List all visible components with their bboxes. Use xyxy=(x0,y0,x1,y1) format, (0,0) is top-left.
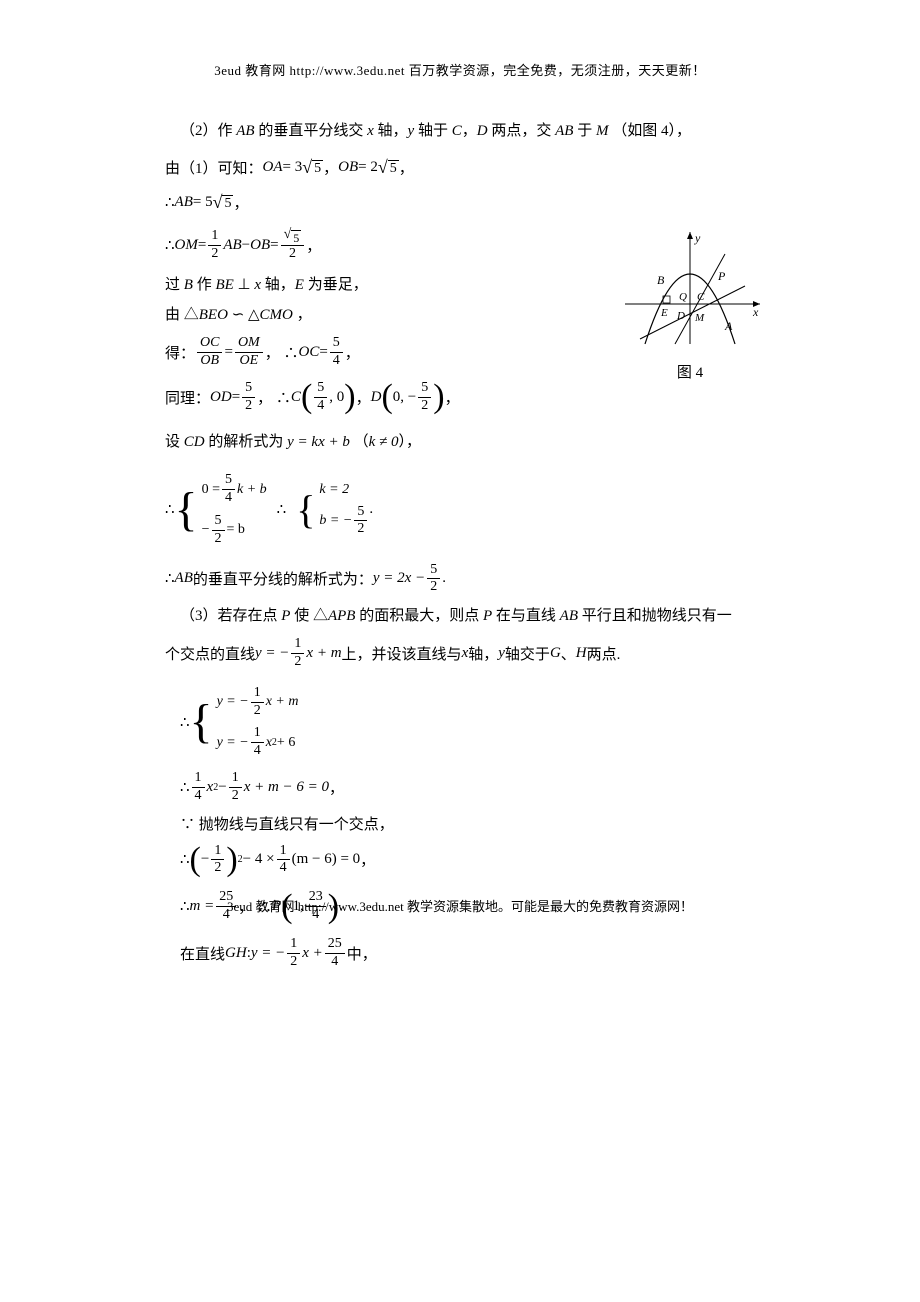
eq-discriminant: ∴ ( − 12 )2 − 4 × 14 (m − 6) = 0 ， xyxy=(165,843,755,878)
svg-text:M: M xyxy=(694,312,705,324)
eq-ab: ∴ AB = 5 √5 ， xyxy=(165,192,755,213)
eq-oa-ob: 由（1）可知： OA = 3 √5 ， OB = 2 √5 ， xyxy=(165,157,755,178)
svg-text:Q: Q xyxy=(679,291,687,303)
eq-gh-line: 在直线 GH : y = − 12 x + 254 中， xyxy=(165,936,755,971)
svg-text:x: x xyxy=(752,305,759,319)
eq-ab-perp-line: ∴ AB 的垂直平分线的解析式为： y = 2x − 52 . xyxy=(165,562,755,597)
figure-4: y x B P Q C E D M A 图 4 xyxy=(615,224,765,382)
svg-text:E: E xyxy=(660,307,668,319)
svg-text:C: C xyxy=(697,291,705,303)
para-3-intro: （3）若存在点 P 使 △APB 的面积最大，则点 P 在与直线 AB 平行且和… xyxy=(165,604,755,628)
para-2-intro: （2）作 AB 的垂直平分线交 x 轴，y 轴于 C，D 两点，交 AB 于 M… xyxy=(165,119,755,143)
figure-caption: 图 4 xyxy=(615,361,765,382)
eq-system-parabola: ∴ { y = −12x + m y = −14x2 + 6 xyxy=(165,685,755,760)
para-cd-form: 设 CD 的解析式为 y = kx + b （k ≠ 0）， xyxy=(165,430,755,454)
figure-4-svg: y x B P Q C E D M A xyxy=(615,224,765,354)
page-footer: 3eud 教育网 http://www.3edu.net 教学资源集散地。可能是… xyxy=(0,896,920,915)
page-header: 3eud 教育网 http://www.3edu.net 百万教学资源，完全免费… xyxy=(165,60,755,79)
eq-system-kb: ∴ { 0 = 54k + b −52 = b ∴ { k = 2 b = −5… xyxy=(165,472,755,547)
para-3-line2: 个交点的直线 y = − 12 x + m 上，并设该直线与 x 轴，y 轴交于… xyxy=(165,636,755,671)
para-single-intersection: ∵ 抛物线与直线只有一个交点， xyxy=(165,813,755,837)
svg-text:D: D xyxy=(676,310,685,322)
eq-od-cd: 同理：OD = 52 ， ∴ C ( 54 , 0 ) ， D ( 0, − 5… xyxy=(165,380,755,415)
svg-text:A: A xyxy=(724,319,733,333)
eq-quadratic: ∴ 14 x2 − 12 x + m − 6 = 0 ， xyxy=(165,770,755,805)
svg-text:B: B xyxy=(657,273,665,287)
svg-text:y: y xyxy=(694,231,701,245)
content-area: y x B P Q C E D M A 图 4 （2）作 AB 的垂直平分线交 … xyxy=(165,119,755,970)
svg-text:P: P xyxy=(717,269,726,283)
